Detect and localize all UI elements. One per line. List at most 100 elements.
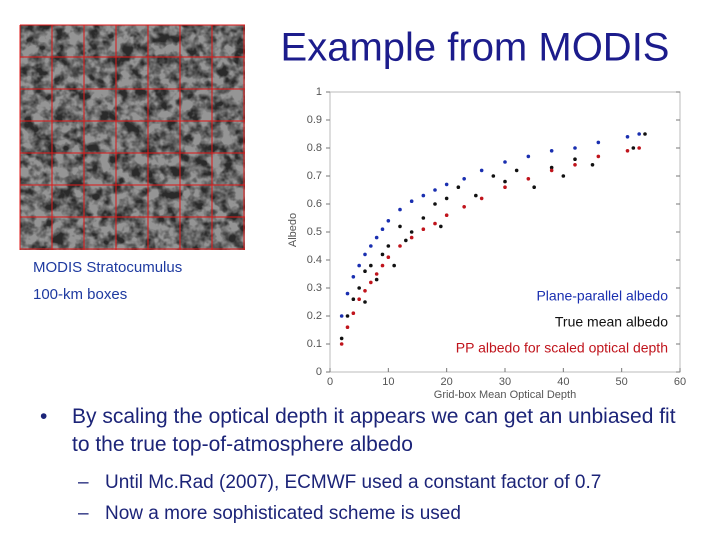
y-tick-label: 0.6: [307, 198, 322, 210]
y-axis-label: Albedo: [287, 213, 299, 247]
bullet-list: By scaling the optical depth it appears …: [40, 403, 680, 529]
point: [479, 196, 484, 201]
point: [398, 224, 402, 229]
point: [549, 165, 554, 170]
point: [514, 168, 519, 173]
point: [631, 146, 636, 150]
point: [456, 185, 461, 189]
point: [386, 219, 391, 223]
modis-image: [19, 24, 245, 250]
point: [637, 132, 641, 136]
point: [409, 199, 414, 203]
legend-entry: Plane-parallel albedo: [536, 288, 668, 304]
point: [369, 280, 373, 285]
image-caption: 100-km boxes: [33, 286, 127, 303]
point: [549, 149, 554, 153]
point: [392, 263, 396, 268]
point: [444, 182, 449, 187]
point: [363, 252, 367, 257]
point: [590, 163, 595, 167]
point: [421, 227, 426, 231]
y-tick-label: 0.4: [307, 254, 322, 266]
point: [386, 255, 391, 259]
point: [398, 207, 402, 212]
point: [345, 291, 350, 296]
point: [474, 193, 478, 198]
point: [433, 202, 437, 206]
point: [573, 157, 577, 161]
point: [363, 269, 367, 274]
slide-title: Example from MODIS: [281, 26, 670, 70]
y-tick-label: 0.1: [307, 338, 322, 350]
point: [479, 168, 484, 173]
point: [491, 174, 496, 178]
title-backdrop: [262, 20, 702, 80]
sub-bullet: Until Mc.Rad (2007), ECMWF used a consta…: [40, 467, 680, 498]
point: [339, 336, 344, 341]
point: [409, 235, 414, 240]
point: [345, 325, 350, 330]
point: [462, 205, 466, 209]
point: [444, 196, 449, 201]
legend-entry: True mean albedo: [555, 314, 668, 330]
point: [549, 168, 554, 173]
y-tick-label: 0: [316, 366, 322, 378]
point: [596, 140, 601, 145]
x-tick-label: 10: [382, 376, 394, 388]
point: [351, 297, 356, 302]
point: [369, 244, 373, 248]
point: [351, 275, 356, 279]
point: [643, 132, 647, 136]
point: [404, 238, 408, 243]
point: [374, 272, 379, 276]
point: [374, 235, 379, 240]
point: [625, 135, 630, 139]
point: [409, 230, 414, 234]
point: [363, 300, 367, 304]
point: [351, 311, 356, 316]
point: [625, 149, 630, 153]
point: [433, 188, 437, 192]
point: [421, 216, 426, 220]
point: [380, 252, 385, 257]
x-axis-label: Grid-box Mean Optical Depth: [434, 389, 576, 400]
point: [369, 263, 373, 268]
point: [345, 314, 350, 318]
point: [363, 289, 367, 293]
point: [573, 146, 577, 150]
point: [439, 224, 443, 229]
x-tick-label: 0: [327, 376, 333, 388]
point: [561, 174, 566, 178]
y-tick-label: 0.5: [307, 226, 322, 238]
point: [444, 213, 449, 217]
legend-entry: PP albedo for scaled optical depth: [456, 340, 668, 356]
image-caption: MODIS Stratocumulus: [33, 259, 182, 276]
y-tick-label: 0.3: [307, 282, 322, 294]
point: [503, 179, 507, 184]
x-tick-label: 50: [616, 376, 628, 388]
y-tick-label: 0.9: [307, 114, 322, 126]
point: [503, 185, 507, 189]
point: [339, 314, 344, 318]
point: [357, 263, 361, 268]
point: [526, 154, 531, 159]
point: [532, 185, 536, 189]
point: [380, 263, 385, 268]
point: [357, 297, 361, 302]
point: [637, 146, 641, 150]
point: [421, 193, 426, 198]
point: [398, 244, 402, 248]
plot-frame: [329, 91, 681, 373]
y-tick-label: 1: [316, 86, 322, 98]
point: [596, 154, 601, 159]
point: [339, 342, 344, 346]
chart: 00.10.20.30.40.50.60.70.80.910 10 20 30 40 50…: [287, 86, 686, 400]
y-tick-label: 0.7: [307, 170, 322, 182]
point: [380, 227, 385, 231]
point: [573, 163, 577, 167]
x-tick-label: 40: [557, 376, 569, 388]
x-tick-label: 30: [499, 376, 511, 388]
x-tick-label: 60: [674, 376, 686, 388]
point: [503, 160, 507, 164]
